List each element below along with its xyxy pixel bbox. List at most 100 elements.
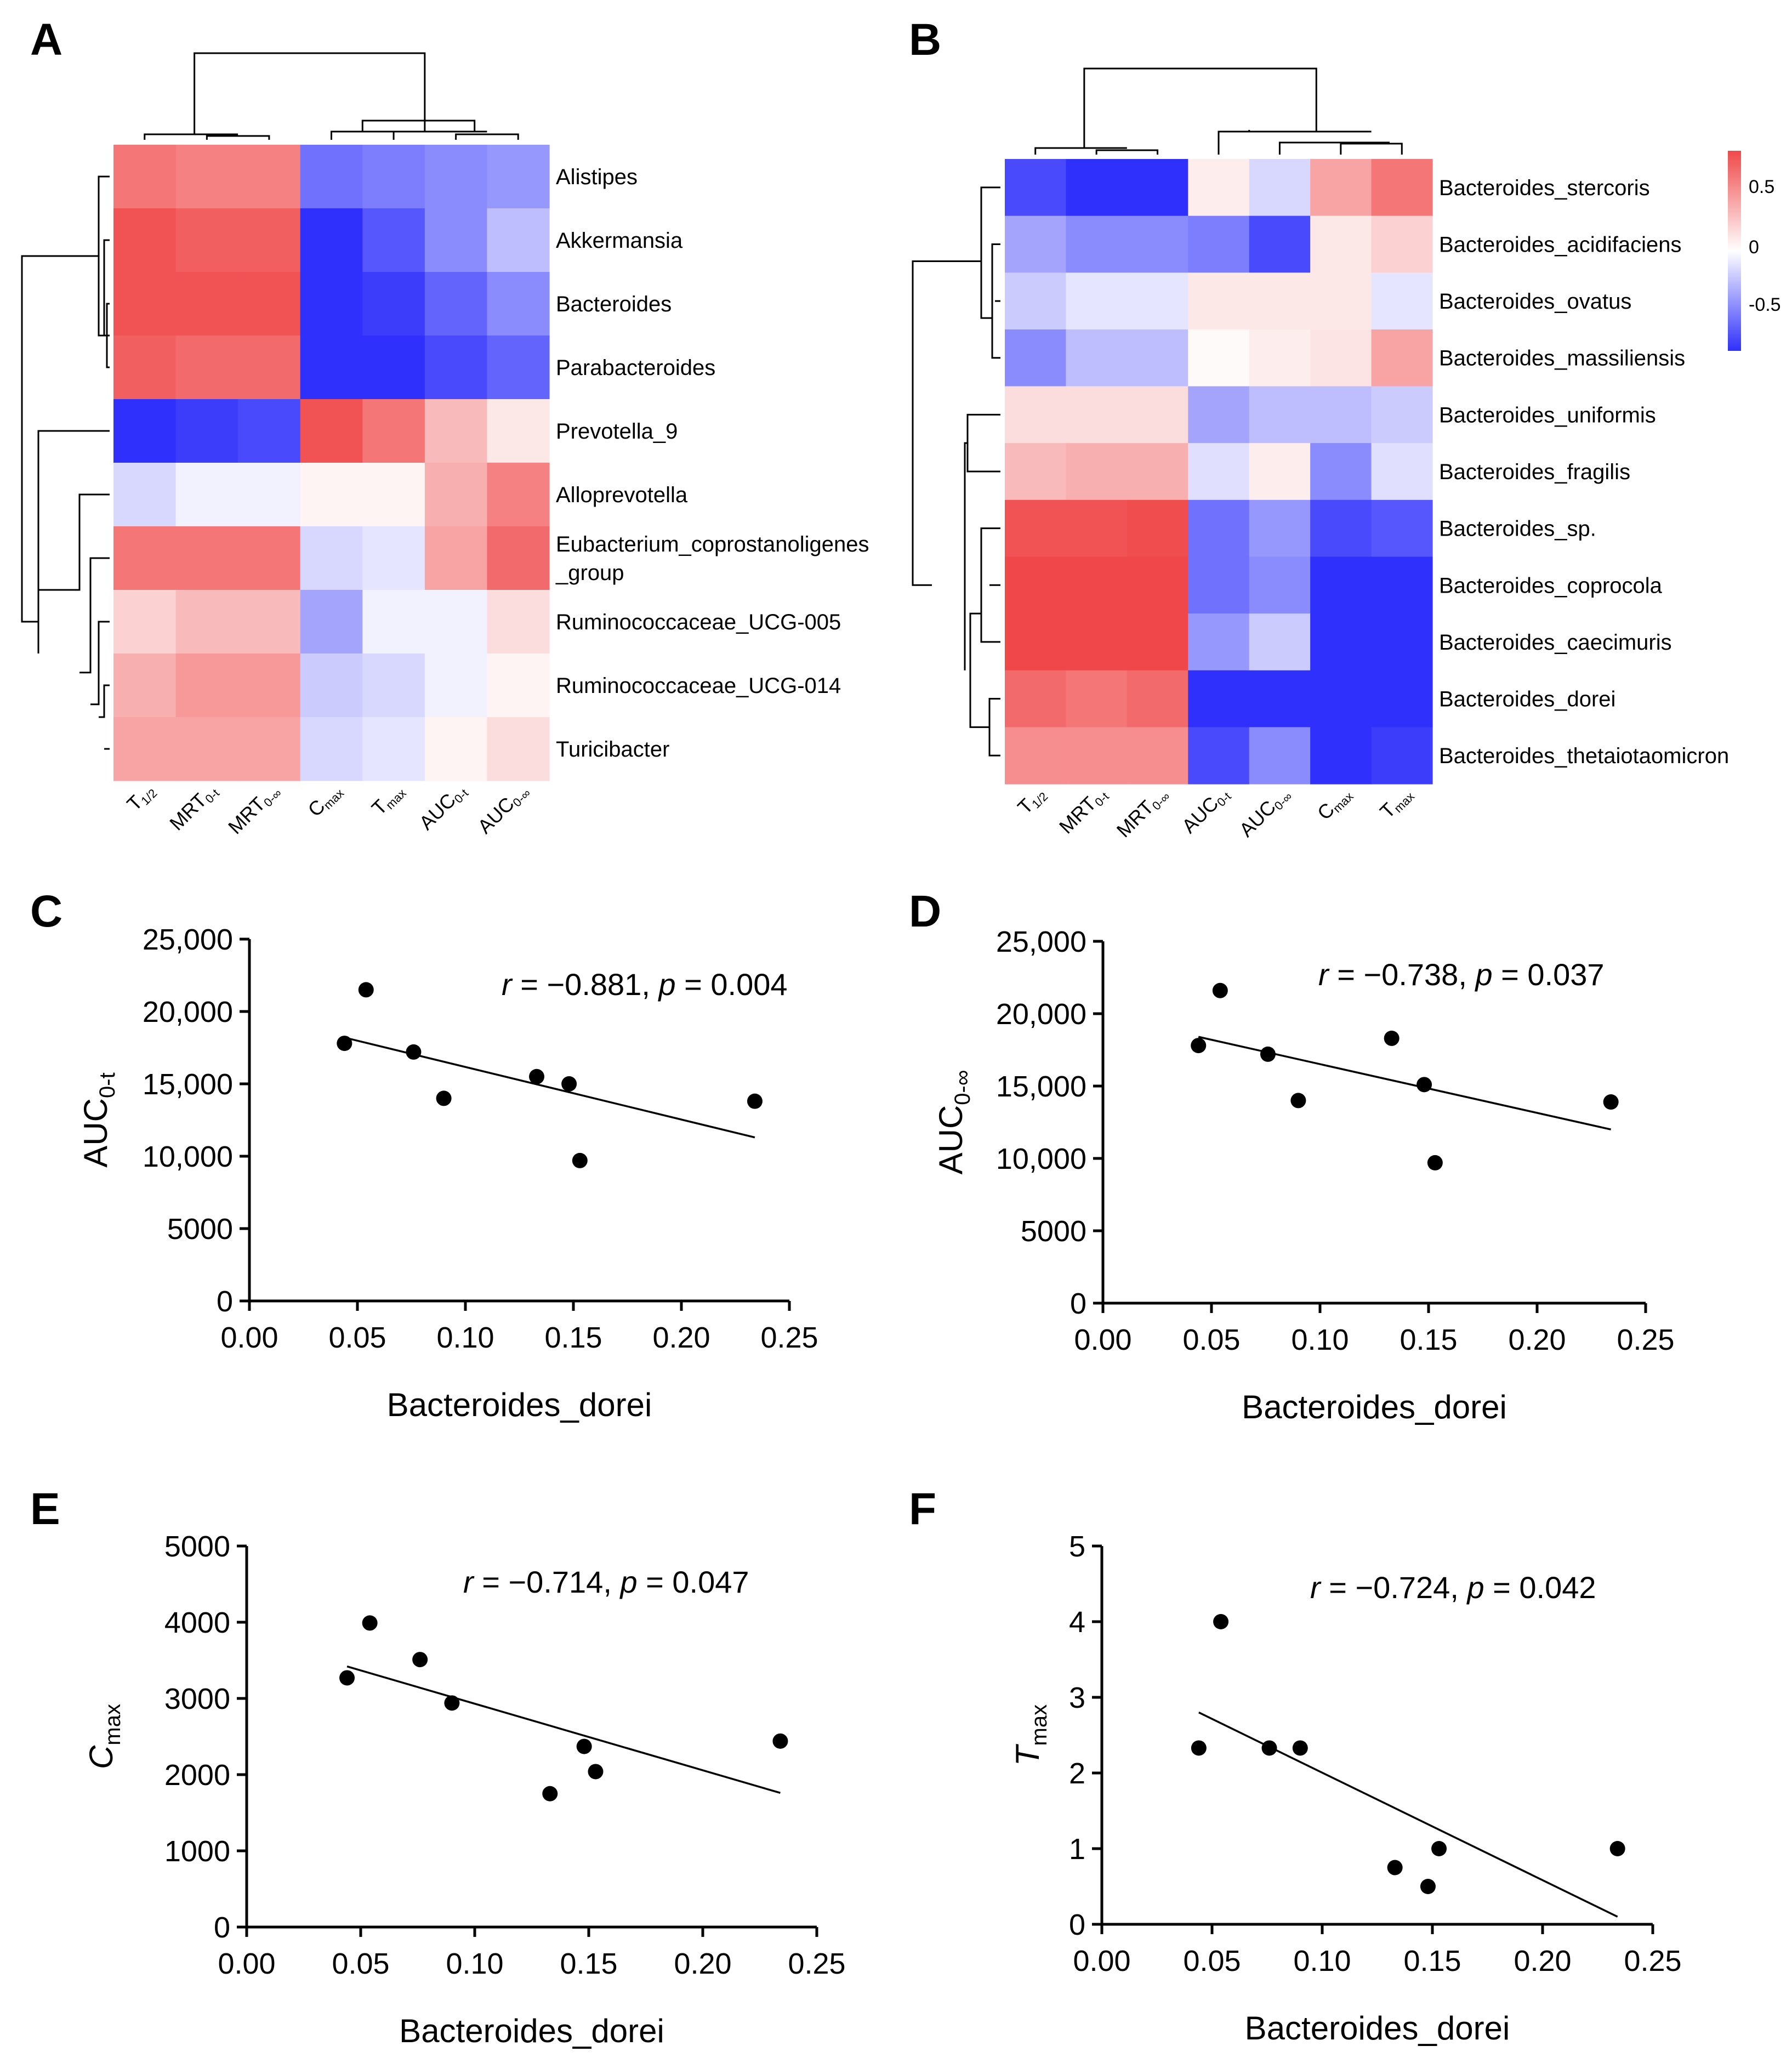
panel-letter-b: B — [909, 15, 941, 65]
heatmap-a-cell-r2-c1 — [175, 272, 238, 336]
heatmap-a-cell-r1-c2 — [238, 208, 301, 272]
heatmap-b-col-dendrogram-branch — [1218, 130, 1372, 155]
heatmap-a-cell-r6-c3 — [300, 526, 363, 590]
heatmap-a-cell-r2-c0 — [113, 272, 177, 336]
x-axis-title-c: Bacteroides_dorei — [387, 1386, 652, 1423]
data-point-f — [1191, 1740, 1207, 1756]
x-tick-label-e: 0.20 — [674, 1947, 731, 1980]
heatmap-b-cell-r7-c4 — [1249, 556, 1311, 614]
data-point-e — [542, 1786, 558, 1801]
heatmap-b-cell-r8-c6 — [1371, 613, 1433, 671]
heatmap-b-cell-r2-c5 — [1310, 272, 1372, 330]
data-point-d — [1290, 1093, 1306, 1109]
x-tick-label-e: 0.00 — [218, 1947, 275, 1980]
heatmap-b-cell-r9-c0 — [1005, 670, 1067, 728]
x-tick-label-d: 0.10 — [1291, 1323, 1349, 1356]
data-point-d — [1191, 1038, 1207, 1054]
data-point-f — [1213, 1614, 1229, 1629]
scatter-plot-f: 0.00 0.05 0.10 0.15 0.20 0.25 0 1 2 3 4 5 Bacteroide… — [1009, 1530, 1682, 2047]
y-tick-label-f: 0 — [1069, 1908, 1085, 1941]
heatmap-b-cell-r7-c0 — [1005, 556, 1067, 614]
heatmap-a-cell-r7-c3 — [300, 590, 363, 654]
heatmap-b-cell-r6-c4 — [1249, 499, 1311, 558]
panel-letter-e: E — [30, 1484, 60, 1534]
heatmap-a-cell-r6-c0 — [113, 526, 177, 590]
heatmap-a-cell-r8-c5 — [424, 653, 488, 718]
x-tick-label-d: 0.15 — [1400, 1323, 1457, 1356]
heatmap-b-col-label: AUC0-t — [1177, 782, 1234, 839]
heatmap-a-col-label: Cmax — [303, 779, 346, 822]
heatmap-b-cell-r8-c1 — [1066, 613, 1128, 671]
y-tick-label-f: 1 — [1069, 1833, 1085, 1866]
heatmap-b-cell-r8-c0 — [1005, 613, 1067, 671]
heatmap-b-cell-r7-c3 — [1188, 556, 1250, 614]
heatmap-a-col-label: AUC0-t — [414, 779, 471, 836]
scatter-plot-d: 0.00 0.05 0.10 0.15 0.20 0.25 0 5000 10,000 15,00… — [932, 925, 1675, 1425]
heatmap-a-col-dendrogram-branch — [331, 130, 487, 140]
panel-letter-d: D — [909, 886, 941, 936]
y-axis-title-d: AUC0-∞ — [932, 1070, 975, 1175]
scatter-plot-e: 0.00 0.05 0.10 0.15 0.20 0.25 0 1000 2000 3000 400… — [83, 1530, 846, 2049]
heatmap-a-cell-r3-c1 — [175, 336, 238, 400]
heatmap-a-cell-r5-c5 — [424, 463, 488, 527]
data-point-f — [1387, 1860, 1403, 1876]
heatmap-b-cell-r10-c1 — [1066, 727, 1128, 785]
heatmap-b-cell-r10-c6 — [1371, 727, 1433, 785]
data-point-c — [747, 1093, 763, 1109]
heatmap-a-cell-r4-c0 — [113, 399, 177, 463]
heatmap-a-cell-r8-c1 — [175, 653, 238, 718]
heatmap-b-cell-r5-c1 — [1066, 443, 1128, 501]
heatmap-a-col-dendrogram-branch — [144, 133, 238, 140]
heatmap-a-cell-r0-c5 — [424, 145, 488, 209]
x-axis-title-d: Bacteroides_dorei — [1242, 1389, 1507, 1425]
heatmap-b-col-label: MRT0-∞ — [1112, 782, 1173, 843]
heatmap-b-cell-r2-c2 — [1127, 272, 1188, 330]
heatmap-a-cell-r9-c2 — [238, 717, 301, 781]
y-tick-label-d: 0 — [1070, 1287, 1086, 1320]
heatmap-b-cell-r5-c3 — [1188, 443, 1250, 501]
heatmap-a-row-label: Akkermansia — [556, 229, 683, 253]
heatmap-a-col-dendrogram-branch — [455, 133, 519, 140]
heatmap-a-cell-r7-c0 — [113, 590, 177, 654]
heatmap-b-row-label: Bacteroides_uniformis — [1439, 403, 1656, 427]
heatmap-a-col-dendrogram-branch — [194, 52, 426, 134]
heatmap-b-row-label: Bacteroides_massiliensis — [1439, 346, 1685, 371]
data-point-d — [1212, 982, 1228, 998]
x-axis-title-f: Bacteroides_dorei — [1245, 2010, 1510, 2047]
data-point-f — [1420, 1879, 1436, 1894]
regression-line-e — [346, 1665, 781, 1794]
heatmap-b-row-label: Bacteroides_stercoris — [1439, 176, 1650, 200]
x-tick-label-c: 0.20 — [652, 1321, 710, 1354]
x-tick-label-f: 0.05 — [1183, 1945, 1241, 1977]
x-axis-title-e: Bacteroides_dorei — [399, 2013, 664, 2049]
x-tick-label-e: 0.25 — [788, 1947, 845, 1980]
heatmap-a-cell-r6-c5 — [424, 526, 488, 590]
heatmap-b-cell-r1-c6 — [1371, 215, 1433, 273]
heatmap-b-cell-r4-c3 — [1188, 386, 1250, 444]
heatmap-a-cell-r9-c6 — [487, 717, 550, 781]
heatmap-a-row-label: Ruminococcaceae_UCG-005 — [556, 610, 841, 634]
data-point-c — [561, 1076, 577, 1092]
heatmap-b-cell-r4-c4 — [1249, 386, 1311, 444]
data-point-e — [412, 1652, 428, 1668]
y-tick-label-f: 2 — [1069, 1757, 1085, 1790]
data-point-f — [1431, 1841, 1447, 1856]
data-point-f — [1292, 1740, 1308, 1756]
heatmap-a-cell-r6-c2 — [238, 526, 301, 590]
heatmap-a-cell-r5-c4 — [362, 463, 425, 527]
heatmap-b-row-label: Bacteroides_thetaiotaomicron — [1439, 744, 1729, 768]
heatmap-b-cell-r5-c0 — [1005, 443, 1067, 501]
data-point-d — [1260, 1046, 1276, 1062]
y-tick-label-c: 20,000 — [143, 996, 233, 1028]
heatmap-a-cell-r0-c6 — [487, 145, 550, 209]
heatmap-b-cell-r2-c4 — [1249, 272, 1311, 330]
scatter-plot-c: 0.00 0.05 0.10 0.15 0.20 0.25 0 5000 10,000 15,00… — [77, 923, 818, 1423]
heatmap-b-cell-r6-c2 — [1127, 499, 1188, 558]
x-tick-label-f: 0.10 — [1293, 1945, 1351, 1977]
heatmap-a-cell-r5-c1 — [175, 463, 238, 527]
heatmap-b-row-dendrogram-branch — [969, 612, 989, 728]
data-point-c — [337, 1036, 352, 1052]
heatmap-b-row-dendrogram-branch — [966, 413, 1000, 473]
y-tick-label-e: 1000 — [164, 1835, 230, 1868]
heatmap-a-cell-r3-c2 — [238, 336, 301, 400]
